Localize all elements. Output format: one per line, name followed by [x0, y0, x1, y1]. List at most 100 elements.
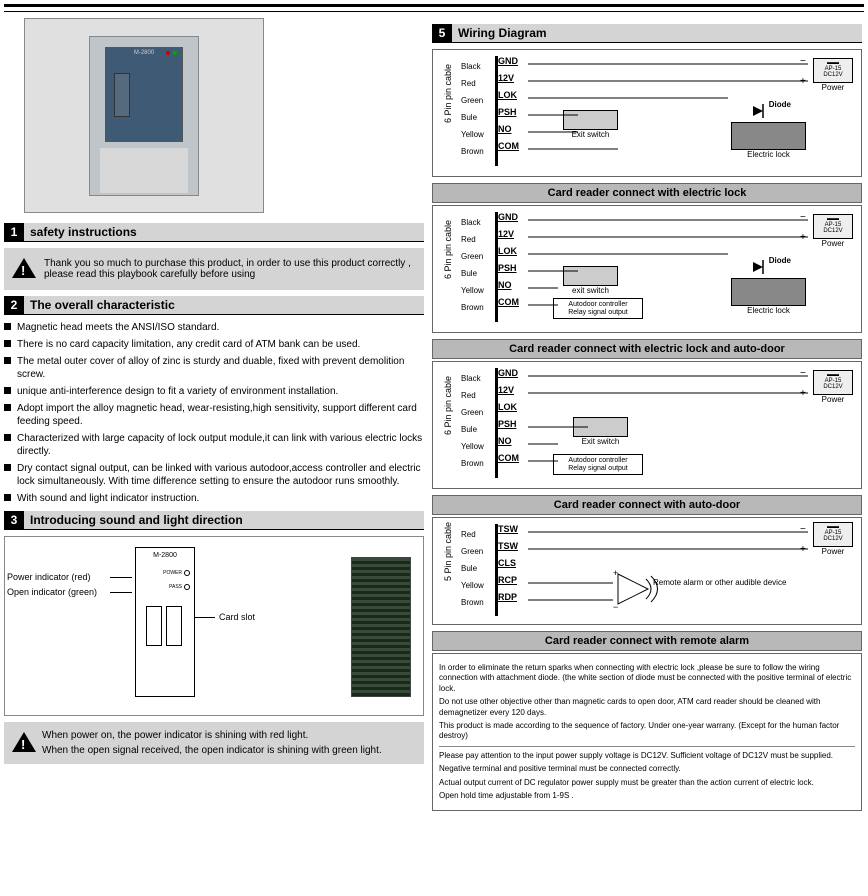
power-indicator-label: Power indicator (red)	[7, 572, 91, 582]
left-column: M-2800 1 safety instructions Thank you s…	[4, 18, 424, 811]
note-item: Do not use other objective other than ma…	[439, 697, 855, 718]
section-3-header: 3 Introducing sound and light direction	[4, 511, 424, 530]
main-columns: M-2800 1 safety instructions Thank you s…	[4, 18, 864, 811]
led-icon	[184, 570, 190, 576]
signal-labels: GND 12V LOK PSH NO COM	[498, 368, 519, 470]
section-1-header: 1 safety instructions	[4, 223, 424, 242]
list-item: Magnetic head meets the ANSI/ISO standar…	[4, 321, 424, 334]
section-3-number: 3	[4, 511, 24, 529]
slot-illustration	[166, 606, 182, 646]
svg-text:+: +	[800, 76, 806, 87]
bullet-icon	[4, 323, 11, 330]
section-2-header: 2 The overall characteristic	[4, 296, 424, 315]
section-5-title: Wiring Diagram	[452, 24, 862, 42]
bullet-icon	[4, 357, 11, 364]
wiring-diagram-3: 6 Pin pin cable Black Red Green Bule Yel…	[432, 361, 862, 489]
note-item: In order to eliminate the return sparks …	[439, 663, 855, 694]
section-3-title: Introducing sound and light direction	[24, 511, 424, 529]
bullet-icon	[4, 404, 11, 411]
warning-icon	[12, 258, 36, 280]
pin-color-labels: Black Red Green Bule Yellow Brown	[461, 58, 484, 160]
diagram-3-title: Card reader connect with electric lock a…	[432, 339, 862, 359]
cable-label: 6 Pin pin cable	[443, 103, 453, 123]
svg-text:+: +	[613, 568, 618, 578]
note-item: Negative terminal and positive terminal …	[439, 764, 855, 774]
bullet-icon	[4, 340, 11, 347]
device-front-diagram: M-2800 POWER PASS	[135, 547, 195, 697]
list-item: Characterized with large capacity of loc…	[4, 432, 424, 458]
section-2-title: The overall characteristic	[24, 296, 424, 314]
diagram-4-title: Card reader connect with auto-door	[432, 495, 862, 515]
indicator-notes-box: When power on, the power indicator is sh…	[4, 722, 424, 764]
safety-warning-text: Thank you so much to purchase this produ…	[44, 258, 414, 280]
note-item: Open hold time adjustable from 1-9S .	[439, 791, 855, 801]
divider	[439, 746, 855, 747]
card-slot-illustration	[100, 148, 188, 193]
svg-text:−: −	[800, 524, 806, 535]
bullet-icon	[4, 434, 11, 441]
led-icon	[184, 584, 190, 590]
label-line	[110, 577, 132, 578]
bullet-icon	[4, 464, 11, 471]
list-item: Adopt import the alloy magnetic head, we…	[4, 402, 424, 428]
safety-warning-box: Thank you so much to purchase this produ…	[4, 248, 424, 290]
warning-icon	[12, 732, 36, 754]
svg-text:+: +	[800, 232, 806, 243]
led-text: POWER	[163, 570, 182, 576]
signal-labels: TSW TSW CLS RCP RDP	[498, 524, 518, 609]
signal-labels: GND 12V LOK PSH NO COM	[498, 56, 519, 158]
pull-label-icon	[114, 73, 130, 117]
diagram-2-title: Card reader connect with electric lock	[432, 183, 862, 203]
svg-text:−: −	[800, 368, 806, 379]
characteristics-list: Magnetic head meets the ANSI/ISO standar…	[4, 321, 424, 505]
open-led-icon	[173, 51, 177, 55]
note-item: Please pay attention to the input power …	[439, 751, 855, 761]
wiring-lines-svg: − +	[528, 56, 858, 171]
note-item: This product is made according to the se…	[439, 721, 855, 742]
section-2-number: 2	[4, 296, 24, 314]
list-item: Dry contact signal output, can be linked…	[4, 462, 424, 488]
list-item: The metal outer cover of alloy of zinc i…	[4, 355, 424, 381]
page-top-border	[4, 4, 864, 12]
indicator-diagram: Power indicator (red) Open indicator (gr…	[4, 536, 424, 716]
section-1-title: safety instructions	[24, 223, 424, 241]
svg-text:−: −	[800, 56, 806, 67]
cable-label: 6 Pin pin cable	[443, 415, 453, 435]
card-slot-label: Card slot	[219, 612, 255, 622]
wire-bus	[495, 56, 498, 166]
open-indicator-label: Open indicator (green)	[7, 587, 97, 597]
power-led-icon	[166, 51, 170, 55]
wire-bus	[495, 368, 498, 478]
cable-label: 6 Pin pin cable	[443, 259, 453, 279]
diagram-5-title: Card reader connect with remote alarm	[432, 631, 862, 651]
bullet-icon	[4, 387, 11, 394]
wiring-diagram-2: 6 Pin pin cable Black Red Green Bule Yel…	[432, 205, 862, 333]
cable-label: 5 Pin pin cable	[443, 561, 453, 581]
device-model-text: M-2800	[136, 552, 194, 559]
note-item: Actual output current of DC regulator po…	[439, 778, 855, 788]
svg-text:−: −	[613, 602, 618, 612]
pcb-image	[351, 557, 411, 697]
device-illustration: M-2800	[89, 36, 199, 196]
label-line	[110, 592, 132, 593]
wire-bus	[495, 212, 498, 322]
right-column: 5 Wiring Diagram 6 Pin pin cable Black R…	[432, 18, 862, 811]
wiring-lines-svg: − +	[528, 212, 858, 327]
label-line	[195, 617, 215, 618]
indicator-note-2: When the open signal received, the open …	[42, 745, 416, 756]
section-5-number: 5	[432, 24, 452, 42]
signal-labels: GND 12V LOK PSH NO COM	[498, 212, 519, 314]
wiring-lines-svg: − + + −	[528, 524, 858, 619]
pin-color-labels: Red Green Bule Yellow Brown	[461, 526, 484, 611]
pin-color-labels: Black Red Green Bule Yellow Brown	[461, 214, 484, 316]
section-5-header: 5 Wiring Diagram	[432, 24, 862, 43]
wiring-diagram-1: 6 Pin pin cable Black Red Green Bule Yel…	[432, 49, 862, 177]
product-image: M-2800	[24, 18, 264, 213]
bullet-icon	[4, 494, 11, 501]
pin-color-labels: Black Red Green Bule Yellow Brown	[461, 370, 484, 472]
wiring-lines-svg: − +	[528, 368, 858, 483]
section-1-number: 1	[4, 223, 24, 241]
svg-text:+: +	[800, 544, 806, 555]
wire-bus	[495, 524, 498, 616]
notes-box: In order to eliminate the return sparks …	[432, 653, 862, 811]
